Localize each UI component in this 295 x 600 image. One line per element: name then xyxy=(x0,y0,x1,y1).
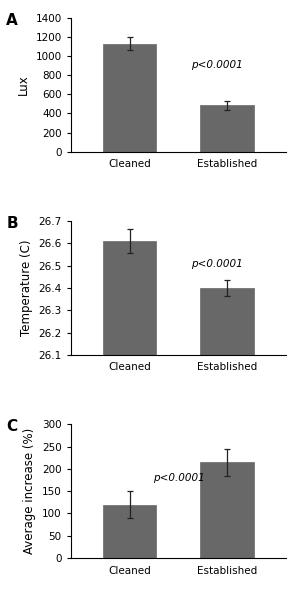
Text: p<0.0001: p<0.0001 xyxy=(153,473,204,483)
Bar xyxy=(103,241,156,355)
Y-axis label: Temperature (C): Temperature (C) xyxy=(20,240,33,336)
Y-axis label: Average increase (%): Average increase (%) xyxy=(24,428,37,554)
Bar xyxy=(201,462,254,558)
Text: A: A xyxy=(6,13,18,28)
Bar xyxy=(103,505,156,558)
Text: C: C xyxy=(6,419,17,434)
Text: p<0.0001: p<0.0001 xyxy=(191,259,243,269)
Text: B: B xyxy=(6,216,18,231)
Text: p<0.0001: p<0.0001 xyxy=(191,60,243,70)
Y-axis label: Lux: Lux xyxy=(17,74,30,95)
Bar xyxy=(103,44,156,152)
Bar xyxy=(201,288,254,355)
Bar xyxy=(201,106,254,152)
